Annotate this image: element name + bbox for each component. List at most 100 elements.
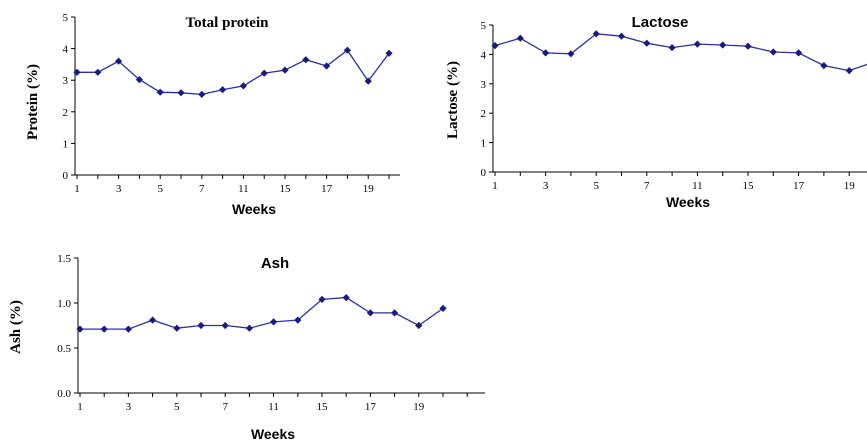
ash-x-tick-label: 3 <box>126 401 132 413</box>
ash-data-point <box>415 321 423 330</box>
ash-data-point <box>342 294 350 302</box>
lactose-y-tick-label: 2 <box>481 108 487 120</box>
protein-data-point <box>385 49 393 57</box>
lactose-series-line <box>494 33 867 72</box>
lactose-data-point <box>668 44 676 52</box>
protein-data-point <box>281 66 289 74</box>
protein-series-line <box>77 49 390 96</box>
lactose-y-tick-label: 4 <box>481 49 487 61</box>
protein-data-point <box>219 86 227 94</box>
ash-y-tick-label: 0.0 <box>57 388 71 400</box>
protein-data-point <box>323 62 331 70</box>
ash-x-tick-label: 15 <box>317 401 329 413</box>
protein-data-point <box>239 82 247 90</box>
protein-data-point <box>73 68 81 76</box>
protein-y-tick-label: 2 <box>63 107 69 119</box>
lactose-data-point <box>592 30 600 38</box>
protein-data-point <box>343 46 351 54</box>
protein-data-point <box>94 68 102 76</box>
protein-y-axis-label: Protein (%) <box>25 64 41 140</box>
protein-data-point <box>115 57 123 65</box>
protein-x-tick-label: 11 <box>238 183 249 195</box>
ash-data-point <box>173 324 181 332</box>
lactose-data-point <box>820 62 828 70</box>
lactose-data-point <box>491 42 499 50</box>
ash-y-tick-label: 1.0 <box>57 298 71 310</box>
ash-data-point <box>221 321 229 330</box>
lactose-x-tick-label: 11 <box>692 180 703 192</box>
protein-x-tick-label: 1 <box>74 183 80 195</box>
ash-series-line <box>80 296 444 330</box>
lactose-data-point <box>643 39 651 47</box>
ash-x-tick-label: 5 <box>174 401 180 413</box>
ash-y-tick-label: 0.5 <box>57 343 71 355</box>
protein-y-tick-label: 5 <box>63 12 69 24</box>
protein-data-point <box>177 89 185 97</box>
lactose-y-tick-label: 3 <box>481 79 487 91</box>
ash-chart-title: Ash <box>261 255 289 272</box>
ash-data-point <box>149 316 157 324</box>
ash-chart-panel: Ash Ash (%) Weeks 0.0 0.5 1.0 1.5 1 3 5 7 11 15 17… <box>8 253 485 441</box>
ash-data-point <box>270 318 278 326</box>
lactose-x-tick-label: 7 <box>644 180 650 192</box>
protein-x-tick-label: 7 <box>199 183 205 195</box>
protein-x-tick-label: 3 <box>116 183 122 195</box>
ash-data-point <box>76 325 84 333</box>
ash-x-tick-label: 1 <box>77 401 83 413</box>
ash-data-point <box>245 324 253 332</box>
protein-y-tick-label: 3 <box>63 75 69 87</box>
ash-x-tick-label: 17 <box>365 401 377 413</box>
lactose-data-point <box>516 34 524 42</box>
lactose-data-point <box>693 40 701 48</box>
lactose-x-tick-label: 15 <box>743 180 755 192</box>
ash-data-point <box>318 295 326 303</box>
protein-data-point <box>260 69 268 77</box>
ash-y-tick-label: 1.5 <box>57 253 71 265</box>
lactose-data-point <box>567 50 575 58</box>
protein-x-tick-label: 19 <box>363 183 375 195</box>
ash-data-point <box>366 309 374 317</box>
protein-x-tick-label: 15 <box>280 183 292 195</box>
lactose-x-axis-label: Weeks <box>666 194 710 210</box>
protein-y-tick-label: 1 <box>63 138 69 150</box>
ash-x-tick-label: 7 <box>222 401 228 413</box>
lactose-data-point <box>719 41 727 49</box>
protein-x-tick-label: 5 <box>157 183 163 195</box>
lactose-x-tick-label: 5 <box>593 180 599 192</box>
ash-data-point <box>391 309 399 317</box>
protein-data-point <box>198 90 206 98</box>
protein-data-point <box>135 76 143 84</box>
lactose-chart-title: Lactose <box>632 14 689 31</box>
protein-y-tick-label: 4 <box>63 44 69 56</box>
lactose-x-tick-label: 3 <box>543 180 549 192</box>
lactose-data-point <box>845 67 853 75</box>
ash-data-point <box>124 325 132 333</box>
ash-x-axis-label: Weeks <box>251 426 295 441</box>
lactose-y-tick-label: 0 <box>481 167 487 179</box>
protein-x-tick-label: 17 <box>321 183 333 195</box>
lactose-x-tick-label: 1 <box>492 180 498 192</box>
protein-data-point <box>302 56 310 64</box>
ash-data-point <box>439 304 447 312</box>
ash-data-point <box>197 321 205 330</box>
protein-y-tick-label: 0 <box>63 170 69 182</box>
protein-chart-title: Total protein <box>186 15 270 31</box>
ash-x-tick-label: 11 <box>268 401 279 413</box>
lactose-data-point <box>744 42 752 50</box>
ash-x-tick-label: 19 <box>413 401 425 413</box>
ash-data-point <box>100 325 108 333</box>
lactose-data-point <box>795 49 803 57</box>
protein-data-point <box>364 77 372 85</box>
lactose-y-axis-label: Lactose (%) <box>445 61 461 139</box>
lactose-y-tick-label: 1 <box>481 138 487 150</box>
protein-x-axis-label: Weeks <box>232 201 276 217</box>
protein-data-point <box>156 88 164 96</box>
lactose-data-point <box>769 48 777 56</box>
lactose-x-tick-label: 17 <box>793 180 805 192</box>
ash-data-point <box>294 316 302 324</box>
ash-y-axis-label: Ash (%) <box>8 300 24 354</box>
lactose-data-point <box>617 32 626 40</box>
